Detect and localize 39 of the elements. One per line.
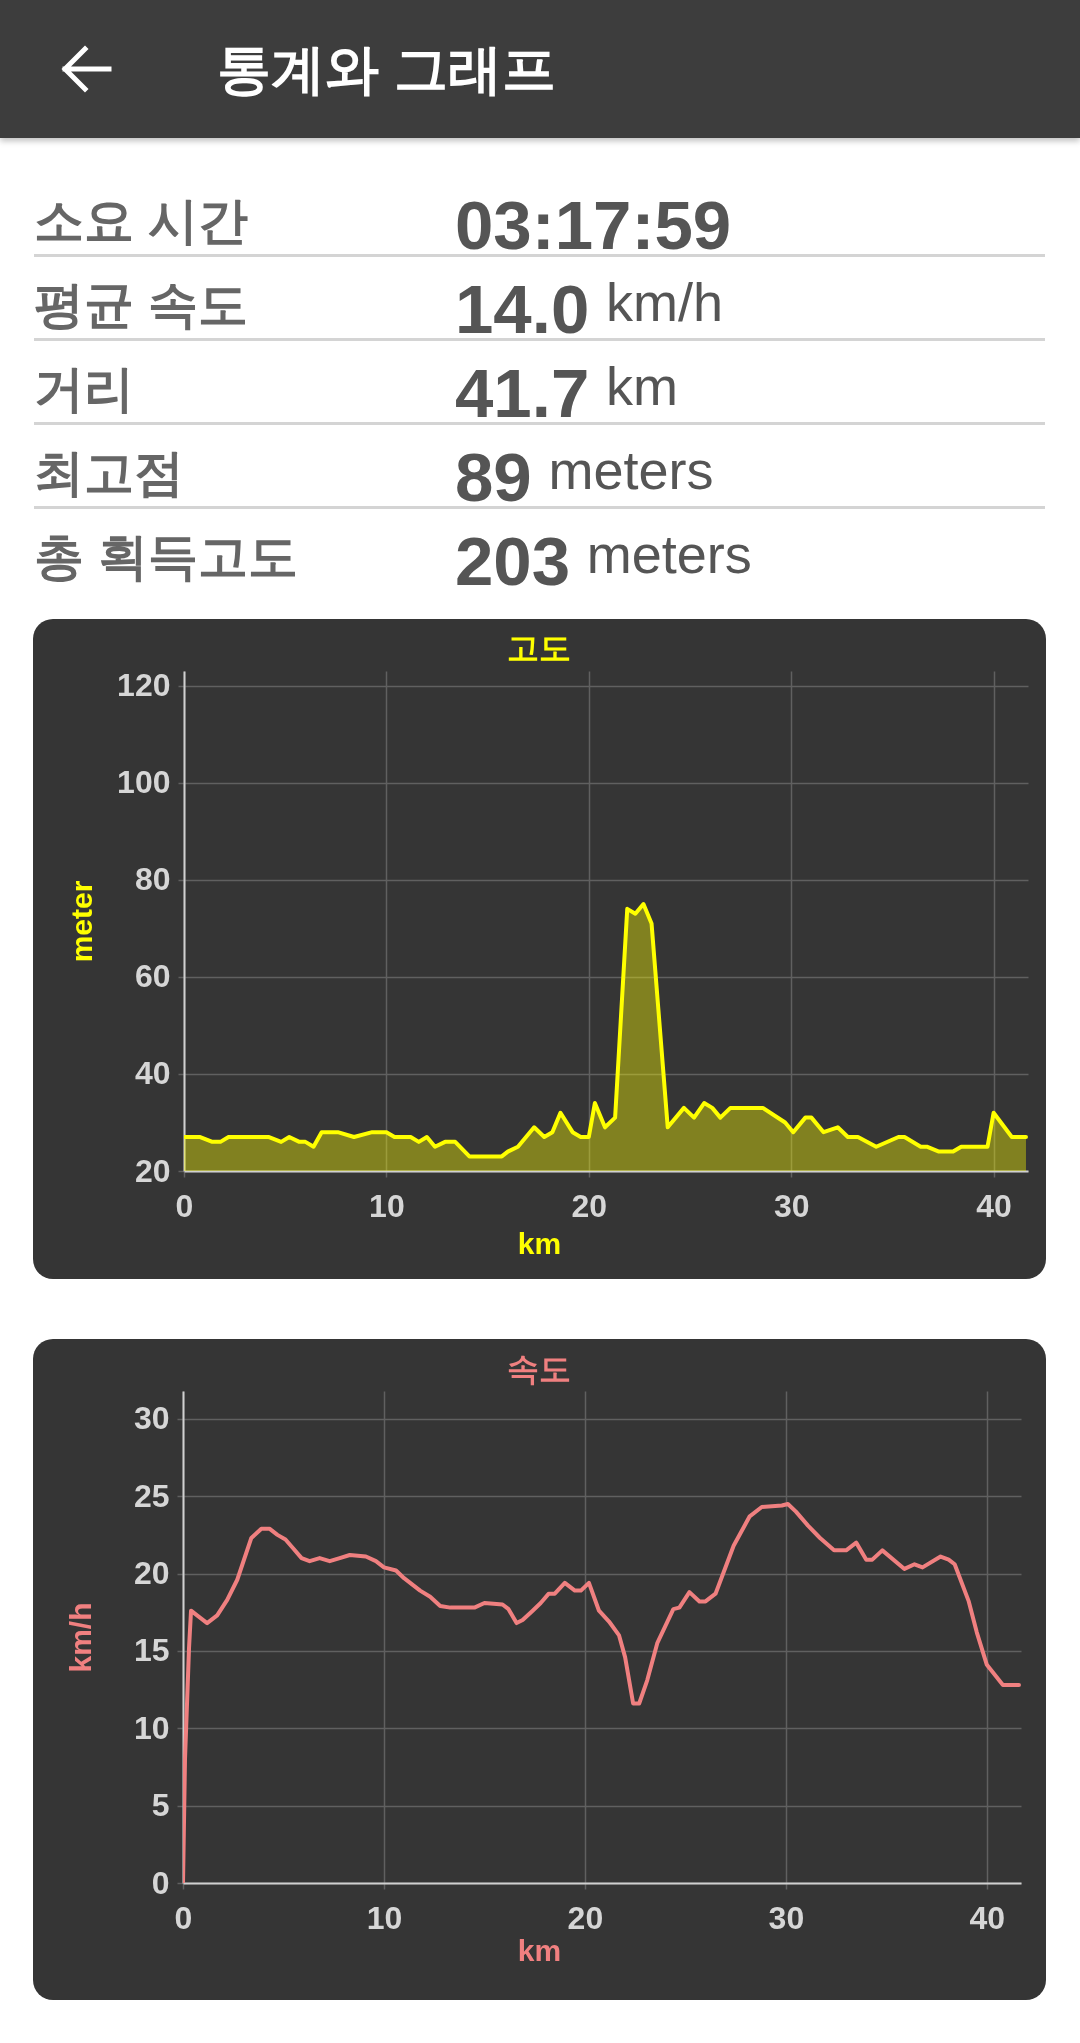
x-tick-label: 40 [976,1187,1012,1224]
text: 소요 시간 [34,193,248,249]
x-tick-label: 10 [369,1187,405,1224]
y-tick-label: 5 [151,1787,170,1824]
text: 통계와 그래프 [217,38,557,101]
text: 거리 [34,361,134,417]
x-axis-title: km [517,1933,562,1967]
x-tick-label: 40 [969,1899,1006,1936]
y-axis-title: meter [64,880,98,963]
x-tick-label: 10 [366,1899,403,1936]
y-tick-label: 25 [133,1477,170,1514]
y-tick-label: 15 [133,1632,170,1669]
text: 최고점 [34,445,184,501]
y-tick-label: 120 [117,667,171,704]
y-tick-label: 20 [134,1152,171,1189]
text: 203 meters [455,523,752,600]
y-tick-label: 0 [151,1864,170,1901]
y-tick-label: 30 [133,1400,170,1437]
text: 평균 속도 [34,277,248,333]
y-tick-label: 100 [117,764,171,801]
x-axis-title: km [517,1226,562,1260]
y-axis-title: km/h [63,1602,97,1673]
y-tick-label: 40 [134,1055,171,1092]
x-tick-label: 0 [175,1187,194,1224]
x-tick-label: 20 [567,1899,604,1936]
x-tick-label: 30 [768,1899,805,1936]
x-tick-label: 20 [571,1187,608,1224]
y-tick-label: 80 [134,861,171,898]
x-tick-label: 30 [773,1187,810,1224]
y-tick-label: 60 [134,958,171,995]
text: 14.0 km/h [455,271,723,348]
text: 총 획득고도 [34,529,298,585]
text: 41.7 km [455,355,678,432]
text: 03:17:59 [455,187,732,264]
chart-title: 속도 [507,1351,571,1387]
y-tick-label: 20 [133,1555,170,1592]
chart-title: 고도 [507,629,571,666]
y-tick-label: 10 [133,1709,170,1746]
text: 89 meters [455,439,714,516]
